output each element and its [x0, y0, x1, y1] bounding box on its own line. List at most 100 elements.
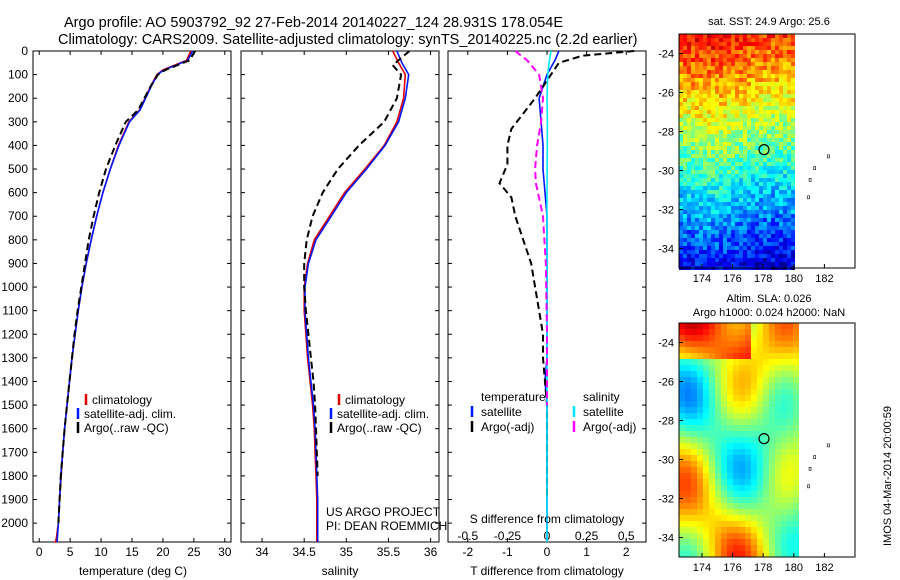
map-cell [775, 371, 781, 377]
map-cell [751, 190, 755, 194]
map-cell [745, 389, 751, 395]
map-cell [757, 449, 763, 455]
map-cell [759, 106, 763, 110]
map-cell [715, 455, 721, 461]
map-cell [787, 407, 793, 413]
map-cell [715, 158, 719, 162]
map-cell [775, 126, 779, 130]
map-cell [733, 323, 739, 329]
map-cell [775, 473, 781, 479]
map-cell [703, 431, 709, 437]
map-cell [703, 70, 707, 74]
map-cell [787, 246, 791, 250]
map-cell [723, 78, 727, 82]
map-cell [751, 258, 755, 262]
map-cell [715, 186, 719, 190]
map-cell [703, 246, 707, 250]
map-cell [743, 50, 747, 54]
map-cell [767, 238, 771, 242]
map-cell [779, 174, 783, 178]
map-cell [727, 86, 731, 90]
map-cell [723, 254, 727, 258]
map-cell [711, 50, 715, 54]
map-cell [755, 150, 759, 154]
map-cell [751, 238, 755, 242]
map-cell [783, 46, 787, 50]
map-cell [695, 54, 699, 58]
map-cell [695, 118, 699, 122]
map-cell [723, 46, 727, 50]
map-cell [771, 198, 775, 202]
map-cell [755, 230, 759, 234]
map-cell [787, 341, 793, 347]
map-cell [739, 166, 743, 170]
map-cell [703, 242, 707, 246]
map-cell [709, 359, 715, 365]
map-cell [775, 106, 779, 110]
map-cell [711, 110, 715, 114]
map-cell [787, 174, 791, 178]
map-cell [739, 62, 743, 66]
map-cell [783, 70, 787, 74]
map-cell [703, 491, 709, 497]
map-cell [763, 533, 769, 539]
map-cell [679, 190, 683, 194]
map-cell [751, 383, 757, 389]
map-cell [793, 371, 799, 377]
map-cell [743, 146, 747, 150]
map-cell [791, 114, 795, 118]
map-cell [721, 383, 727, 389]
map-cell [757, 335, 763, 341]
map-cell [751, 198, 755, 202]
map-cell [769, 515, 775, 521]
map-cell [751, 407, 757, 413]
map-cell [707, 254, 711, 258]
map-cell [683, 82, 687, 86]
map-cell [745, 515, 751, 521]
map-cell [699, 70, 703, 74]
map-cell [779, 122, 783, 126]
map-cell [787, 473, 793, 479]
map-cell [791, 234, 795, 238]
map-cell [735, 198, 739, 202]
map-cell [699, 226, 703, 230]
map-cell [679, 102, 683, 106]
map-cell [709, 455, 715, 461]
map-cell [721, 539, 727, 545]
map-cell [711, 46, 715, 50]
map-cell [735, 234, 739, 238]
map-cell [775, 509, 781, 515]
map-cell [679, 234, 683, 238]
map-cell [775, 413, 781, 419]
map-cell [787, 413, 793, 419]
map-cell [787, 190, 791, 194]
map-cell [723, 238, 727, 242]
map-cell [709, 353, 715, 359]
map-cell [683, 234, 687, 238]
map-cell [721, 497, 727, 503]
map-cell [711, 250, 715, 254]
map-cell [695, 46, 699, 50]
map-cell [679, 323, 685, 329]
map-cell [745, 425, 751, 431]
map-cell [791, 82, 795, 86]
map-cell [703, 383, 709, 389]
map-cell [727, 226, 731, 230]
map-cell [687, 118, 691, 122]
map-cell [715, 170, 719, 174]
map-cell [791, 106, 795, 110]
map-cell [779, 110, 783, 114]
map-cell [743, 254, 747, 258]
map-cell [715, 78, 719, 82]
difference-plot: -2 -1 0 1 2-0.5 -0.25 0 0.25 0.5 [448, 50, 646, 559]
map-cell [679, 34, 683, 38]
map-cell [679, 54, 683, 58]
map-cell [685, 425, 691, 431]
map-cell [763, 110, 767, 114]
map-cell [715, 106, 719, 110]
map-cell [711, 58, 715, 62]
x-tick-label: 180 [785, 562, 803, 574]
map-cell [691, 126, 695, 130]
map-cell [775, 401, 781, 407]
map-cell [763, 202, 767, 206]
